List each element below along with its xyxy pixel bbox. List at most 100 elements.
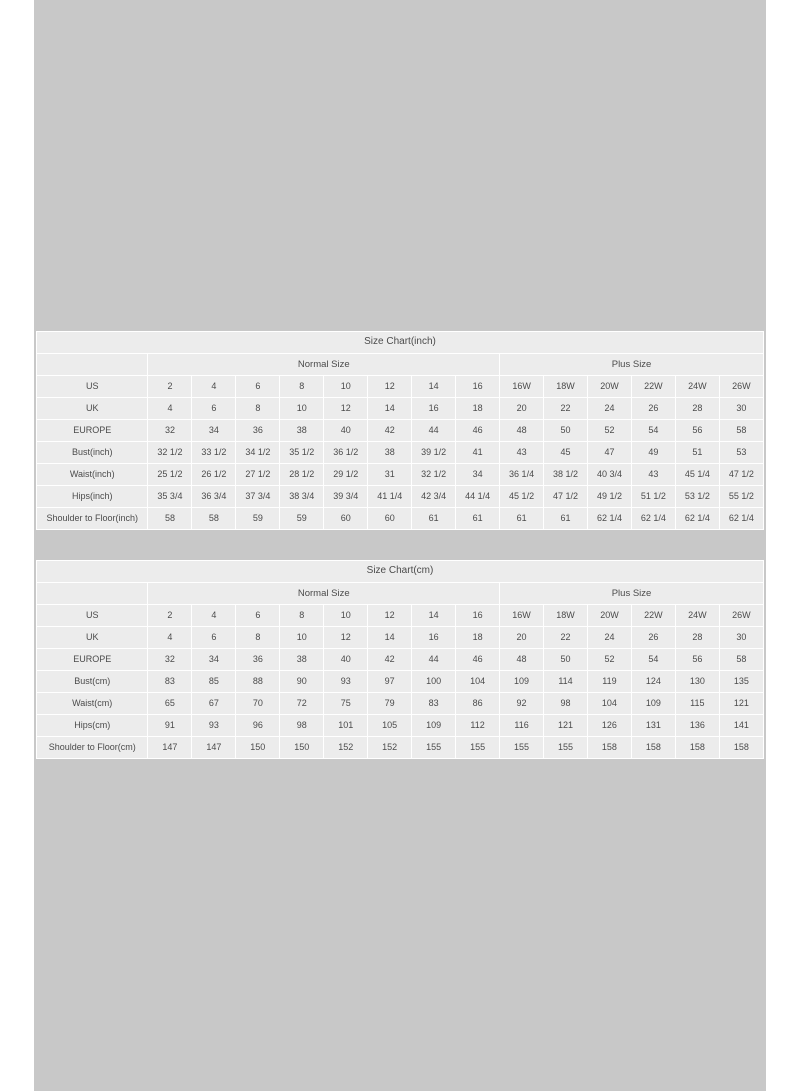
table-cell: 12 bbox=[324, 627, 368, 648]
table-cell: 8 bbox=[236, 398, 280, 419]
table-cell: 22 bbox=[544, 398, 587, 419]
table-cell: 22 bbox=[544, 627, 587, 648]
table-corner-cell bbox=[37, 354, 148, 375]
table-cell: 88 bbox=[236, 671, 280, 692]
table-cell: 22W bbox=[631, 376, 675, 397]
size-chart-inch: Size Chart(inch) Normal Size Plus Size US 2 4… bbox=[36, 331, 764, 530]
table-cell: 45 bbox=[544, 442, 587, 463]
table-cell: 105 bbox=[368, 715, 412, 736]
table-cell: 34 bbox=[192, 649, 236, 670]
table-cell: 121 bbox=[719, 693, 763, 714]
table-cell: 28 bbox=[675, 627, 719, 648]
table-cell: 92 bbox=[500, 693, 544, 714]
table-cell: 32 1/2 bbox=[412, 464, 456, 485]
table-row: US 2 4 6 8 10 12 14 16 16W 18W 20W 22W 24W 26W bbox=[37, 605, 763, 626]
table-cell: 6 bbox=[236, 605, 280, 626]
row-label: UK bbox=[37, 398, 148, 419]
table-row: Shoulder to Floor(inch) 58 58 59 59 60 60 61 61 6… bbox=[37, 508, 763, 529]
table-cell: 40 bbox=[324, 649, 368, 670]
table-cell: 135 bbox=[719, 671, 763, 692]
size-chart-inch-body: Size Chart(inch) Normal Size Plus Size US 2 4… bbox=[37, 332, 763, 529]
chart-title-row: Size Chart(inch) bbox=[37, 332, 763, 353]
table-cell: 116 bbox=[500, 715, 544, 736]
table-cell: 50 bbox=[544, 420, 587, 441]
table-cell: 4 bbox=[192, 605, 236, 626]
row-label: Bust(inch) bbox=[37, 442, 148, 463]
table-cell: 115 bbox=[675, 693, 719, 714]
table-cell: 42 3/4 bbox=[412, 486, 456, 507]
table-cell: 85 bbox=[192, 671, 236, 692]
table-cell: 59 bbox=[236, 508, 280, 529]
row-label: EUROPE bbox=[37, 649, 148, 670]
table-cell: 34 1/2 bbox=[236, 442, 280, 463]
table-cell: 147 bbox=[192, 737, 236, 758]
table-row: Waist(cm) 65 67 70 72 75 79 83 86 92 98 104 109 115 12… bbox=[37, 693, 763, 714]
table-cell: 93 bbox=[324, 671, 368, 692]
table-cell: 62 1/4 bbox=[588, 508, 631, 529]
table-cell: 55 1/2 bbox=[719, 486, 763, 507]
table-cell: 61 bbox=[412, 508, 456, 529]
table-cell: 16 bbox=[456, 376, 500, 397]
table-cell: 46 bbox=[456, 649, 500, 670]
table-cell: 42 bbox=[368, 649, 412, 670]
row-label: Shoulder to Floor(cm) bbox=[37, 737, 148, 758]
table-cell: 155 bbox=[412, 737, 456, 758]
table-cell: 35 3/4 bbox=[148, 486, 192, 507]
table-cell: 75 bbox=[324, 693, 368, 714]
table-cell: 39 1/2 bbox=[412, 442, 456, 463]
row-label: Waist(cm) bbox=[37, 693, 148, 714]
table-row: Bust(cm) 83 85 88 90 93 97 100 104 109 114 119 124 13… bbox=[37, 671, 763, 692]
table-cell: 61 bbox=[456, 508, 500, 529]
table-cell: 72 bbox=[280, 693, 324, 714]
table-cell: 158 bbox=[587, 737, 631, 758]
table-cell: 158 bbox=[719, 737, 763, 758]
table-cell: 58 bbox=[719, 420, 763, 441]
table-cell: 38 bbox=[280, 649, 324, 670]
table-cell: 24W bbox=[675, 605, 719, 626]
table-cell: 45 1/2 bbox=[500, 486, 544, 507]
table-cell: 46 bbox=[456, 420, 500, 441]
row-label: Waist(inch) bbox=[37, 464, 148, 485]
table-cell: 12 bbox=[324, 398, 368, 419]
table-cell: 47 1/2 bbox=[544, 486, 587, 507]
table-cell: 8 bbox=[280, 605, 324, 626]
table-cell: 104 bbox=[587, 693, 631, 714]
table-cell: 16 bbox=[412, 398, 456, 419]
table-cell: 112 bbox=[456, 715, 500, 736]
table-cell: 98 bbox=[544, 693, 587, 714]
table-cell: 35 1/2 bbox=[280, 442, 324, 463]
table-row: Shoulder to Floor(cm) 147 147 150 150 152 152 1… bbox=[37, 737, 763, 758]
group-header-normal-size: Normal Size bbox=[148, 354, 500, 375]
table-cell: 53 bbox=[719, 442, 763, 463]
table-cell: 30 bbox=[719, 627, 763, 648]
table-cell: 16 bbox=[456, 605, 500, 626]
table-cell: 141 bbox=[719, 715, 763, 736]
table-cell: 45 1/4 bbox=[675, 464, 719, 485]
table-cell: 61 bbox=[544, 508, 587, 529]
table-cell: 70 bbox=[236, 693, 280, 714]
table-cell: 27 1/2 bbox=[236, 464, 280, 485]
table-cell: 39 3/4 bbox=[324, 486, 368, 507]
table-cell: 131 bbox=[631, 715, 675, 736]
table-cell: 54 bbox=[631, 649, 675, 670]
row-label: Hips(cm) bbox=[37, 715, 148, 736]
table-cell: 48 bbox=[500, 649, 544, 670]
table-cell: 12 bbox=[368, 376, 412, 397]
table-cell: 79 bbox=[368, 693, 412, 714]
table-cell: 49 1/2 bbox=[588, 486, 631, 507]
table-cell: 10 bbox=[280, 398, 324, 419]
table-cell: 100 bbox=[412, 671, 456, 692]
table-cell: 40 3/4 bbox=[588, 464, 631, 485]
table-cell: 53 1/2 bbox=[675, 486, 719, 507]
table-cell: 8 bbox=[236, 627, 280, 648]
table-cell: 24 bbox=[588, 398, 631, 419]
table-cell: 18 bbox=[456, 627, 500, 648]
table-cell: 28 bbox=[675, 398, 719, 419]
table-cell: 56 bbox=[675, 649, 719, 670]
table-cell: 44 bbox=[412, 649, 456, 670]
table-cell: 121 bbox=[544, 715, 587, 736]
table-cell: 37 3/4 bbox=[236, 486, 280, 507]
table-cell: 20W bbox=[587, 605, 631, 626]
table-cell: 36 1/2 bbox=[324, 442, 368, 463]
group-header-plus-size: Plus Size bbox=[500, 583, 763, 604]
